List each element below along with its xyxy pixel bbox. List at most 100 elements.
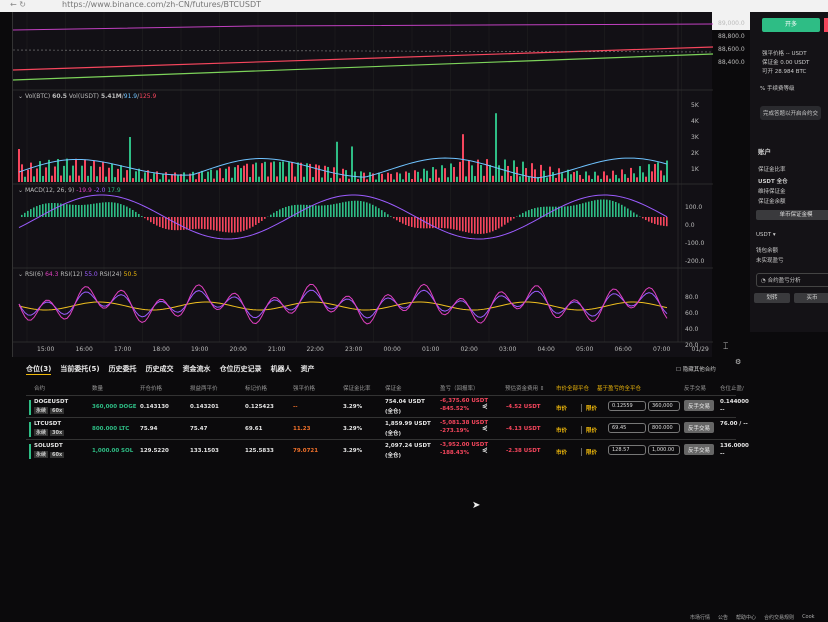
footer-link[interactable]: 合约交易规则 [764,615,795,621]
limit-close-button[interactable]: 限价 [581,448,597,456]
macd-bar [198,217,200,229]
macd-bar [525,211,527,217]
macd-bar [387,214,389,217]
complete-quiz-banner[interactable]: 完成答题以开启合约交 [760,106,822,120]
tab-3[interactable]: 历史成交 [145,365,174,373]
footer-link[interactable]: 帮助中心 [736,615,757,621]
volume-bar [570,174,572,182]
open-long-button[interactable]: 开多 [762,18,820,32]
url-text[interactable]: https://www.binance.com/zh-CN/futures/BT… [62,0,261,9]
settings-icon[interactable]: ⚙ [735,358,742,366]
close-price-input[interactable]: 69.45 [608,423,646,433]
volume-bar [453,167,455,182]
macd-bar [48,203,50,217]
tab-4[interactable]: 资金流水 [182,365,211,373]
close-qty-input[interactable]: 1,000.00 [648,445,680,455]
cursor-tool-icon[interactable]: ⌶ [723,342,729,352]
chart-canvas[interactable] [13,12,713,357]
volume-bar [213,178,215,182]
column-header[interactable]: 市价全部平仓 [556,386,590,392]
macd-bar [336,203,338,217]
column-header: 强平价格 [293,386,316,392]
macd-bar [186,217,188,230]
tp-sl[interactable]: 76.00 / -- [720,421,748,427]
tp-sl[interactable]: 136.0000 [720,443,749,449]
share-icon[interactable]: ⋞ [482,446,488,454]
tab-0[interactable]: 仓位(3) [26,365,52,375]
reverse-trade-button[interactable]: 反手交易 [684,400,715,411]
macd-bar [600,199,602,217]
volume-bar [636,177,638,182]
volume-bar [540,164,542,182]
volume-bar [129,137,131,182]
nav-buttons[interactable]: ← ↻ [10,0,26,9]
tp-sl[interactable]: 0.144000 [720,399,749,405]
macd-bar [519,214,521,217]
volume-bar [228,166,230,182]
leverage[interactable]: 30x [50,430,65,436]
market-close-button[interactable]: 市价 [556,450,568,456]
share-icon[interactable]: ⋞ [482,402,488,410]
time-axis-label: 17:00 [114,346,132,353]
hide-other-contracts-checkbox[interactable]: ☐ 隐藏其他合约 [676,367,716,373]
macd-bar [537,207,539,217]
fee-level-link[interactable]: % 手续费等级 [760,86,795,92]
address-bar[interactable]: ← ↻ https://www.binance.com/zh-CN/future… [0,0,700,12]
close-price-input[interactable]: 128.57 [608,445,646,455]
breakeven-price: 133.1503 [190,448,219,454]
volume-bar [72,165,74,182]
symbol[interactable]: DOGEUSDT [34,399,69,405]
macd-bar [498,217,500,229]
tab-1[interactable]: 当前委托(5) [60,365,100,373]
macd-bar [105,202,107,217]
volume-axis-label: 5K [691,102,699,109]
symbol[interactable]: LTCUSDT [34,421,62,427]
volume-bar [399,173,401,182]
limit-close-button[interactable]: 限价 [581,404,597,412]
tab-5[interactable]: 仓位历史记录 [219,365,262,373]
macd-bar [450,217,452,229]
symbol[interactable]: SOLUSDT [34,443,63,449]
volume-bar [294,176,296,182]
volume-axis-label: 3K [691,134,699,141]
limit-close-button[interactable]: 限价 [581,426,597,434]
volume-bar [336,141,338,182]
tab-6[interactable]: 机器人 [270,365,292,373]
macd-bar [666,217,668,227]
leverage[interactable]: 60x [50,408,65,414]
volume-bar [60,175,62,182]
footer-link[interactable]: 公告 [718,615,729,621]
share-icon[interactable]: ⋞ [482,424,488,432]
market-close-button[interactable]: 市价 [556,428,568,434]
open-short-button[interactable] [824,18,828,32]
market-close-button[interactable]: 市价 [556,406,568,412]
tab-2[interactable]: 历史委托 [108,365,137,373]
volume-bar [663,175,665,182]
leverage[interactable]: 60x [50,452,65,458]
macd-bar [138,213,140,217]
close-qty-input[interactable]: 360,000 [648,401,680,411]
close-qty-input[interactable]: 800.000 [648,423,680,433]
single-margin-button[interactable]: 单币保证金模 [756,210,828,220]
footer-link[interactable]: Cook [802,614,815,620]
footer-link[interactable]: 市场行情 [690,615,711,621]
volume-bar [534,169,536,182]
close-price-input[interactable]: 0.12559 [608,401,646,411]
transfer-button[interactable]: 划转 [754,293,790,303]
volume-bar [87,175,89,182]
volume-bar [651,171,653,182]
reverse-trade-button[interactable]: 反手交易 [684,444,715,455]
contract-analysis-button[interactable]: ◔ 合约盈亏分析 [756,273,828,287]
volume-bar [657,162,659,182]
reverse-trade-button[interactable]: 反手交易 [684,422,715,433]
buy-crypto-button[interactable]: 买币 [794,293,828,303]
macd-bar [651,217,653,223]
macd-bar [642,217,644,219]
macd-bar [369,203,371,217]
currency-select[interactable]: USDT ▾ [756,232,776,238]
tab-7[interactable]: 资产 [300,365,315,373]
macd-bar [507,217,509,223]
volume-bar [588,175,590,182]
kline-chart[interactable]: ⌄ Vol(BTC) 60.5 Vol(USDT) 5.41M/91.9/125… [12,12,745,357]
column-header[interactable]: 基于盈亏的全平仓 [597,386,642,392]
